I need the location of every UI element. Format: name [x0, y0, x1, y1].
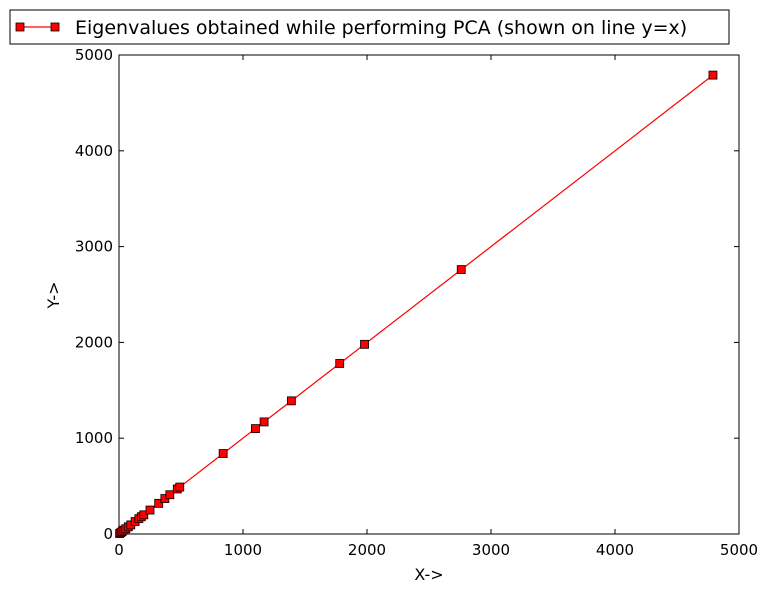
y-axis-label: Y->	[44, 281, 63, 309]
x-axis-label: X->	[414, 565, 443, 584]
legend-marker-swatch	[50, 22, 60, 32]
data-point	[259, 417, 269, 427]
data-point	[145, 505, 155, 515]
series-line	[119, 74, 714, 534]
x-tick-label: 3000	[472, 541, 510, 559]
y-tick-label: 3000	[75, 238, 113, 256]
y-tick-label: 5000	[75, 46, 113, 64]
data-point	[286, 396, 296, 406]
legend: Eigenvalues obtained while performing PC…	[9, 9, 730, 45]
legend-marker-swatch	[15, 22, 25, 32]
x-tick-label: 0	[114, 541, 124, 559]
data-point	[139, 510, 149, 520]
data-point	[218, 449, 228, 458]
x-axis: 0 1000 2000 3000 4000 5000	[114, 55, 758, 559]
data-point	[175, 482, 185, 492]
data-point	[250, 424, 260, 434]
data-point	[165, 490, 175, 500]
y-tick-label: 0	[103, 525, 113, 543]
y-tick-label: 4000	[75, 142, 113, 160]
y-tick-label: 1000	[75, 429, 113, 447]
y-axis: 0 1000 2000 3000 4000 5000	[75, 46, 739, 543]
x-tick-label: 2000	[348, 541, 386, 559]
legend-box	[9, 9, 730, 45]
data-point	[154, 498, 164, 508]
series-layer	[115, 70, 718, 538]
data-point	[335, 359, 345, 368]
y-tick-label: 2000	[75, 333, 113, 351]
data-point	[456, 265, 466, 274]
legend-label: Eigenvalues obtained while performing PC…	[75, 17, 687, 39]
x-tick-label: 1000	[224, 541, 262, 559]
x-tick-label: 5000	[720, 541, 758, 559]
data-point	[360, 339, 369, 349]
plot-area	[118, 54, 740, 535]
x-tick-label: 4000	[596, 541, 634, 559]
data-point	[708, 70, 718, 80]
